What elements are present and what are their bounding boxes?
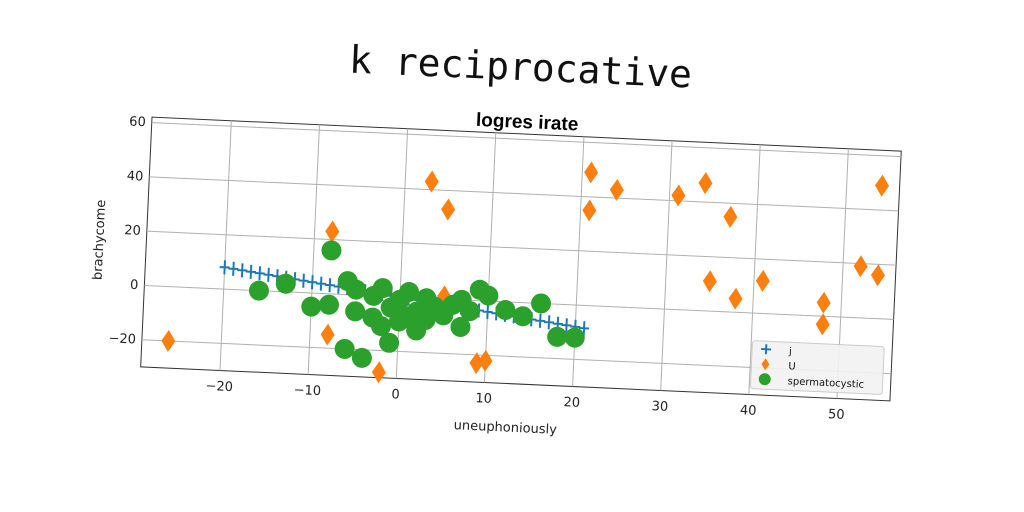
point-spermatocystic	[564, 327, 585, 348]
point-U	[698, 172, 713, 195]
point-spermatocystic	[248, 280, 269, 301]
point-U	[161, 329, 176, 352]
point-spermatocystic	[478, 285, 499, 306]
chart-title: logres irate	[476, 110, 579, 136]
y-tick-labels: −20 0 20 40 60	[108, 115, 146, 348]
x-tick-label: 50	[828, 407, 845, 423]
x-axis-label: uneuphoniously	[453, 418, 557, 438]
y-grid-line	[146, 230, 897, 266]
point-U	[728, 287, 743, 310]
point-j	[263, 267, 274, 282]
point-spermatocystic	[379, 332, 400, 353]
point-j	[254, 266, 265, 281]
x-tick-label: 40	[740, 403, 757, 419]
y-tick-label: 0	[130, 278, 139, 293]
legend-box	[749, 340, 885, 395]
point-U	[853, 255, 868, 278]
x-tick-label: −20	[205, 379, 233, 395]
point-spermatocystic	[371, 316, 392, 337]
point-U	[816, 291, 831, 314]
point-spermatocystic	[372, 278, 393, 299]
point-j	[298, 273, 309, 288]
point-U	[371, 361, 386, 384]
x-tick-label: 30	[651, 399, 668, 415]
point-U	[671, 184, 686, 207]
point-spermatocystic	[495, 299, 516, 320]
point-j	[316, 276, 327, 291]
point-U	[325, 220, 340, 243]
point-j	[245, 264, 257, 279]
point-j	[228, 261, 239, 276]
point-U	[755, 269, 770, 292]
point-spermatocystic	[399, 282, 420, 303]
point-spermatocystic	[512, 306, 533, 327]
point-j	[482, 304, 493, 319]
point-U	[424, 170, 439, 193]
point-spermatocystic	[318, 294, 339, 315]
y-grid-line	[151, 122, 902, 158]
y-axis-label: brachycome	[91, 199, 110, 280]
point-U	[584, 161, 599, 184]
legend-marker-U	[761, 358, 770, 371]
point-spermatocystic	[351, 347, 372, 368]
legend: j U spermatocystic	[749, 340, 885, 395]
point-j	[237, 263, 248, 278]
point-spermatocystic	[547, 326, 568, 347]
y-tick-label: −20	[108, 331, 136, 347]
point-U	[609, 178, 624, 201]
point-spermatocystic	[531, 293, 552, 314]
legend-label-spermatocystic: spermatocystic	[787, 376, 864, 390]
point-j	[535, 313, 546, 328]
point-spermatocystic	[346, 279, 367, 300]
x-tick-label: 20	[563, 395, 580, 411]
point-U	[723, 205, 738, 228]
point-spermatocystic	[460, 301, 481, 322]
point-j	[219, 260, 230, 275]
x-grid-line	[307, 124, 320, 375]
point-j	[579, 321, 590, 336]
x-tick-label: 10	[475, 391, 492, 407]
point-U	[582, 199, 597, 222]
point-U	[469, 352, 484, 375]
legend-label-U: U	[788, 361, 796, 372]
point-spermatocystic	[450, 316, 471, 337]
chart-panel: logres irate −20 −10 0 10 20 30 40 50 −20 0 20 40 6…	[91, 110, 902, 438]
y-tick-label: 60	[129, 115, 146, 131]
point-spermatocystic	[334, 338, 355, 359]
page-title: k reciprocative	[348, 38, 693, 97]
y-grid-line	[144, 284, 894, 320]
legend-marker-spermatocystic	[758, 373, 771, 386]
point-spermatocystic	[345, 301, 366, 322]
point-U	[870, 264, 885, 287]
x-grid-line	[483, 132, 497, 383]
x-tick-labels: −20 −10 0 10 20 30 40 50	[205, 379, 845, 423]
x-grid-line	[219, 120, 232, 371]
y-tick-label: 20	[124, 223, 141, 239]
x-grid-line	[660, 140, 673, 391]
point-U	[815, 313, 830, 336]
legend-marker-j	[761, 344, 772, 355]
x-tick-label: 0	[391, 387, 400, 402]
point-U	[478, 349, 493, 372]
x-tick-label: −10	[293, 383, 321, 399]
point-spermatocystic	[321, 240, 342, 261]
grid-lines	[141, 120, 902, 399]
point-spermatocystic	[301, 296, 322, 317]
point-j	[324, 278, 335, 293]
x-grid-line	[395, 128, 409, 379]
y-grid-line	[149, 176, 899, 212]
x-grid-line	[748, 144, 761, 395]
y-tick-label: 40	[126, 169, 143, 185]
point-U	[875, 174, 889, 197]
point-spermatocystic	[275, 273, 296, 294]
point-U	[320, 323, 335, 346]
legend-label-j: j	[788, 346, 792, 357]
point-U	[702, 270, 717, 293]
point-j	[543, 315, 555, 330]
point-U	[441, 198, 456, 221]
point-j	[561, 318, 572, 333]
data-marks	[161, 161, 889, 384]
point-j	[307, 275, 318, 290]
